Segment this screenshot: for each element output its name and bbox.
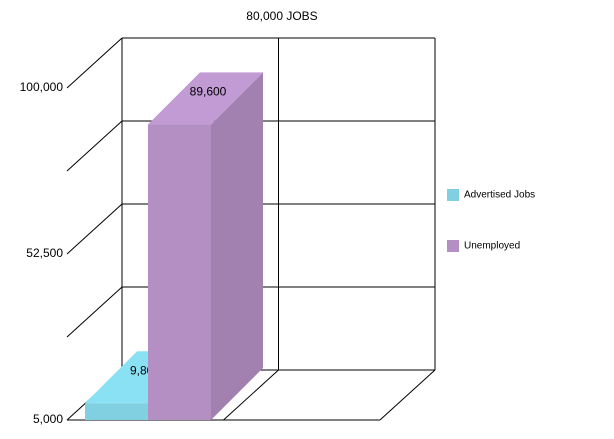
grid-line [66,120,123,172]
legend-swatch [447,240,459,252]
grid-line [66,286,123,338]
grid-line [66,203,123,255]
y-tick-label: 100,000 [20,80,64,94]
chart-title: 80,000 JOBS [246,9,317,23]
bar [148,124,211,420]
bar-side [211,72,263,420]
grid-line [66,37,123,89]
y-tick-label: 52,500 [26,246,63,260]
data-label: 89,600 [190,85,227,99]
legend-swatch [447,189,459,201]
bar [85,403,148,420]
axis-line [379,369,436,421]
legend-label: Unemployed [464,241,520,252]
axis-line [223,369,279,421]
y-tick-label: 5,000 [33,412,63,426]
legend-label: Advertised Jobs [464,190,535,201]
bar-top [148,72,263,125]
